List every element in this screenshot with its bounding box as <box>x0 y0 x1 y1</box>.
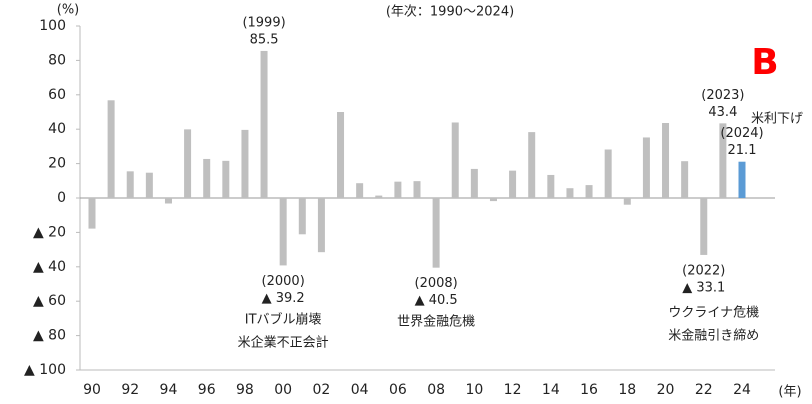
x-tick-label: 98 <box>236 382 254 398</box>
bar <box>260 50 268 198</box>
x-tick-label: 10 <box>465 382 483 398</box>
bar <box>413 181 421 198</box>
year-label: (2024) <box>720 126 763 141</box>
x-tick-label: 12 <box>504 382 522 398</box>
x-tick-label: 20 <box>657 382 675 398</box>
x-unit: (年) <box>778 385 801 400</box>
bar <box>719 123 727 198</box>
y-tick-label: ▲ 60 <box>33 293 66 309</box>
bar <box>662 123 670 198</box>
x-tick-label: 22 <box>695 382 713 398</box>
year-label: (2000) <box>262 274 305 289</box>
value-label: 43.4 <box>708 105 737 120</box>
bar <box>298 198 306 235</box>
y-tick-label: ▲ 40 <box>33 259 66 275</box>
bar <box>241 129 249 198</box>
bar <box>700 198 708 255</box>
bar <box>528 132 536 198</box>
bar <box>681 161 689 198</box>
year-label: (1999) <box>242 15 285 30</box>
bar <box>375 195 383 198</box>
x-tick-label: 18 <box>618 382 636 398</box>
bar <box>356 183 364 198</box>
bar <box>604 149 612 198</box>
x-tick-label: 00 <box>274 382 292 398</box>
y-tick-label: ▲ 100 <box>24 362 66 378</box>
bar <box>585 185 593 198</box>
x-tick-label: 08 <box>427 382 445 398</box>
value-label: ▲ 40.5 <box>415 293 458 308</box>
x-tick-label: 94 <box>160 382 178 398</box>
x-tick-label: 92 <box>121 382 139 398</box>
x-tick-label: 16 <box>580 382 598 398</box>
subtitle: (年次：1990〜2024) <box>386 4 514 20</box>
year-label: (2023) <box>701 88 744 103</box>
x-tick-label: 24 <box>733 382 751 398</box>
x-tick-label: 04 <box>351 382 369 398</box>
bar <box>394 181 402 198</box>
bar <box>642 137 650 198</box>
y-tick-label: 40 <box>48 121 66 137</box>
y-tick-label: 80 <box>48 52 66 68</box>
bar <box>470 168 478 198</box>
annotation: 世界金融危機 <box>397 314 475 330</box>
bar <box>126 171 134 198</box>
bar <box>203 158 211 198</box>
bar <box>279 198 287 266</box>
y-tick-label: 100 <box>39 18 66 34</box>
y-tick-label: 0 <box>57 190 66 206</box>
x-tick-label: 96 <box>198 382 216 398</box>
bar <box>547 174 555 198</box>
value-label: ▲ 33.1 <box>682 280 725 295</box>
value-label: 85.5 <box>250 32 279 47</box>
annotation: 米金融引き締め <box>668 328 759 344</box>
x-tick-label: 06 <box>389 382 407 398</box>
bar <box>317 198 325 253</box>
bar <box>88 198 96 229</box>
bar <box>337 112 345 198</box>
bar <box>184 129 192 198</box>
year-label: (2022) <box>682 263 725 278</box>
x-tick-label: 02 <box>312 382 330 398</box>
x-tick-label: 14 <box>542 382 560 398</box>
bar <box>623 198 631 205</box>
bar <box>509 170 517 198</box>
value-label: 21.1 <box>728 143 757 158</box>
y-tick-label: ▲ 20 <box>33 224 66 240</box>
bar <box>738 161 746 198</box>
bar <box>451 122 459 198</box>
bar <box>566 188 574 198</box>
bar <box>145 172 153 198</box>
annotation: ウクライナ危機 <box>668 306 759 321</box>
y-unit: (%) <box>57 3 80 18</box>
y-tick-label: 20 <box>48 156 66 172</box>
year-label: (2008) <box>415 276 458 291</box>
bar <box>164 198 172 204</box>
panel-label: B <box>751 42 778 83</box>
y-tick-label: ▲ 80 <box>33 328 66 344</box>
annotation: 米企業不正会計 <box>238 335 329 351</box>
value-label: ▲ 39.2 <box>262 291 305 306</box>
y-tick-label: 60 <box>48 87 66 103</box>
x-tick-label: 90 <box>83 382 101 398</box>
annotation: 米利下げ <box>751 112 803 127</box>
bar <box>222 160 230 198</box>
bar <box>489 198 497 202</box>
annotation: ITバブル崩壊 <box>245 312 322 328</box>
bar <box>432 198 440 268</box>
bar <box>107 100 115 198</box>
